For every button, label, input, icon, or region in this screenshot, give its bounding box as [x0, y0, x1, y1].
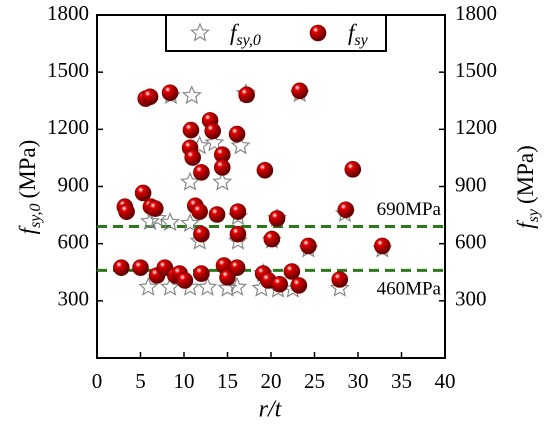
sphere-marker — [331, 271, 349, 288]
sphere-marker — [193, 225, 210, 243]
x-axis-label: r/t — [259, 397, 283, 423]
x-tick-label: 35 — [391, 369, 412, 393]
y-tick-label: 600 — [58, 229, 90, 253]
y2-tick-label: 600 — [455, 229, 487, 253]
star-marker — [204, 132, 225, 152]
sphere-marker — [208, 206, 226, 223]
sphere-marker — [290, 277, 308, 294]
legend-label: fsy,0 — [230, 20, 261, 48]
y2-label-symbol: f — [513, 219, 538, 229]
plot-frame — [96, 14, 446, 359]
star-marker — [181, 85, 202, 105]
sphere-marker — [300, 237, 317, 255]
y2-tick-label: 300 — [455, 287, 487, 311]
star-marker — [180, 212, 201, 232]
y-label-unit: (MPa) — [15, 140, 40, 199]
y-tick-label: 1200 — [47, 115, 89, 139]
x-tick-label: 5 — [135, 369, 146, 393]
y2-label-subscript: sy — [525, 208, 542, 222]
x-tick-label: 15 — [217, 369, 238, 393]
sphere-marker — [268, 210, 286, 227]
sphere-marker — [132, 259, 149, 276]
sphere-marker — [344, 161, 362, 178]
x-tick-label: 30 — [348, 369, 369, 393]
sphere-marker — [228, 125, 246, 143]
star-marker — [230, 135, 251, 155]
sphere-marker — [134, 184, 152, 202]
sphere-marker — [337, 201, 355, 219]
sphere-marker — [256, 162, 274, 179]
sphere-marker — [182, 121, 200, 139]
sphere-marker — [146, 200, 164, 217]
sphere-marker — [204, 122, 222, 140]
y-tick-label: 300 — [58, 287, 90, 311]
sphere-marker — [271, 275, 289, 293]
star-marker — [140, 211, 161, 231]
star-marker — [147, 207, 168, 228]
sphere-marker — [228, 259, 246, 276]
sphere-marker — [229, 225, 247, 243]
star-marker — [217, 277, 238, 297]
sphere-marker — [213, 159, 231, 176]
sphere-marker — [161, 84, 179, 102]
y-axis-label: fsy,0 (MPa) — [15, 140, 43, 235]
sphere-marker — [113, 259, 130, 276]
sphere-marker — [193, 164, 210, 181]
sphere-marker — [229, 203, 247, 220]
star-marker — [160, 276, 181, 296]
y-tick-label: 1500 — [47, 58, 89, 82]
star-marker — [329, 277, 350, 297]
x-tick-label: 10 — [174, 369, 195, 393]
x-tick-label: 0 — [92, 369, 103, 393]
y2-tick-label: 1800 — [455, 1, 497, 25]
sphere-marker — [184, 149, 201, 166]
sphere-marker — [291, 82, 309, 100]
y-label-symbol: f — [15, 224, 40, 234]
star-marker — [189, 22, 211, 42]
star-marker — [138, 276, 159, 296]
sphere-marker — [263, 230, 281, 248]
sphere-marker — [283, 263, 301, 280]
x-tick-label: 40 — [435, 369, 456, 393]
sphere-marker — [118, 203, 135, 220]
y2-label-unit: (MPa) — [513, 145, 538, 204]
sphere-marker — [141, 88, 159, 106]
y2-axis-label: fsy (MPa) — [513, 145, 541, 229]
y2-tick-label: 1200 — [455, 115, 497, 139]
y2-tick-label: 900 — [455, 172, 487, 196]
star-marker — [197, 276, 218, 296]
reference-label: 690MPa — [377, 199, 442, 220]
sphere-marker — [309, 24, 327, 42]
sphere-marker — [176, 272, 194, 289]
x-tick-label: 25 — [304, 369, 325, 393]
y-tick-label: 1800 — [47, 1, 89, 25]
legend-label: fsy — [348, 20, 369, 48]
sphere-marker — [191, 203, 208, 220]
sphere-marker — [238, 86, 255, 104]
y2-tick-label: 1500 — [455, 58, 497, 82]
legend-box — [165, 14, 387, 52]
star-marker — [212, 171, 233, 191]
sphere-marker — [193, 265, 210, 282]
sphere-marker — [374, 237, 391, 255]
reference-label: 460MPa — [377, 279, 442, 300]
y-label-subscript: sy,0 — [27, 203, 44, 227]
star-marker — [160, 211, 181, 232]
y-tick-label: 900 — [58, 172, 90, 196]
x-tick-label: 20 — [261, 369, 282, 393]
